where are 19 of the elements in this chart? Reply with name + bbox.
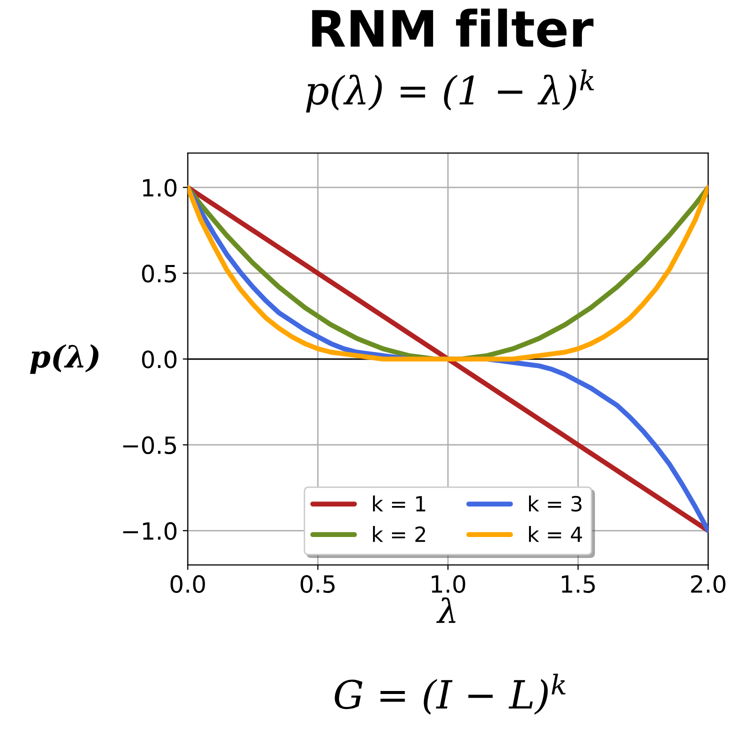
- x-tick-label: 0.0: [170, 575, 205, 593]
- y-tick-label: 0.5: [142, 264, 176, 283]
- legend-label: k = 4: [529, 526, 582, 542]
- x-axis-title: λ: [436, 597, 456, 623]
- chart-subtitle: p(λ) = (1 − λ)$^{k}$: [306, 70, 594, 112]
- legend-label: k = 2: [373, 526, 426, 542]
- legend-label: k = 3: [529, 495, 582, 512]
- x-tick-label: 1.5: [562, 575, 595, 593]
- chart-title: RNM filter: [312, 8, 594, 48]
- x-tick-label: 1.0: [432, 575, 466, 593]
- y-tick-label: −0.5: [123, 436, 176, 454]
- text: G = (I − L)$^{k}$: [334, 674, 566, 715]
- x-tick-label: 0.5: [300, 575, 335, 593]
- x-tick-label: 2.0: [691, 575, 726, 593]
- y-tick-label: 1.0: [143, 178, 176, 197]
- y-tick-label: −1.0: [123, 522, 176, 540]
- legend-label: k = 1: [373, 495, 426, 512]
- y-axis-title: p(λ): [30, 344, 98, 374]
- y-tick-label: 0.0: [142, 350, 176, 368]
